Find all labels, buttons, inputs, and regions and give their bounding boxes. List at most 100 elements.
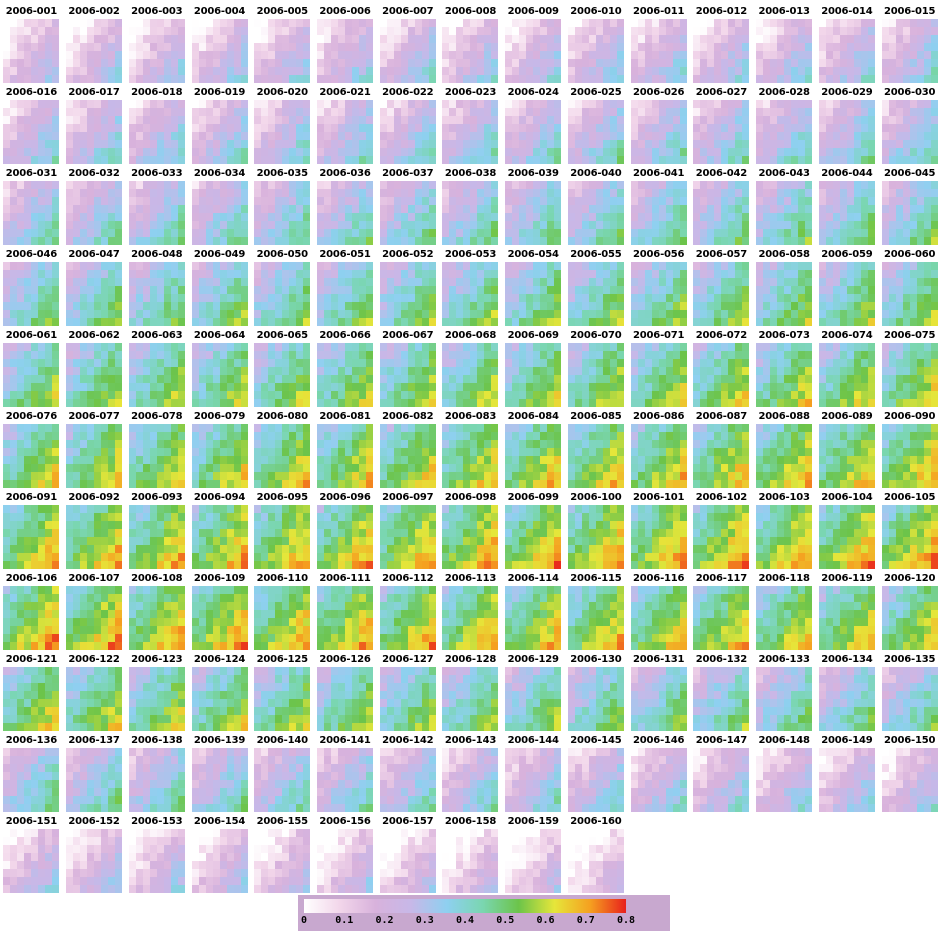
map-pixel <box>386 310 395 319</box>
map-pixel <box>296 351 304 360</box>
map-pixel <box>17 399 25 407</box>
map-pixel <box>470 43 478 52</box>
map-pixel <box>149 181 158 190</box>
map-pixel <box>87 108 95 117</box>
map-pixel <box>226 100 234 109</box>
map-pixel <box>895 367 903 376</box>
map-pixel <box>853 197 862 206</box>
map-pixel <box>24 197 32 206</box>
map-pixel <box>533 399 541 407</box>
map-pixel <box>881 302 889 311</box>
map-pixel <box>818 221 827 230</box>
map-pixel <box>128 19 137 28</box>
map-pixel <box>191 197 199 206</box>
map-pixel <box>644 124 652 133</box>
map-pixel <box>665 27 673 36</box>
map-pixel <box>324 221 332 230</box>
map-pixel <box>379 302 388 311</box>
map-pixel <box>52 237 60 245</box>
map-pixel <box>540 100 548 109</box>
map-pixel <box>895 156 903 164</box>
map-pixel <box>442 383 450 392</box>
map-pixel <box>595 294 604 303</box>
map-pixel <box>784 100 792 109</box>
map-pixel <box>463 229 471 238</box>
map-pixel <box>644 294 652 303</box>
panel-map <box>191 181 248 245</box>
map-pixel <box>505 294 513 303</box>
map-pixel <box>359 35 367 44</box>
map-pixel <box>442 205 450 214</box>
map-pixel <box>630 148 638 157</box>
map-pixel <box>909 19 917 28</box>
map-pixel <box>463 294 471 303</box>
map-pixel <box>735 156 743 164</box>
map-pixel <box>379 116 388 125</box>
map-pixel <box>149 19 158 28</box>
map-pixel <box>770 75 778 83</box>
map-pixel <box>149 294 158 303</box>
map-pixel <box>547 262 555 271</box>
map-pixel <box>212 237 220 245</box>
map-pixel <box>895 140 903 149</box>
map-pixel <box>205 197 213 206</box>
panel-cell: 2006-050 <box>251 249 314 326</box>
map-pixel <box>930 35 938 44</box>
map-pixel <box>463 278 471 287</box>
map-pixel <box>163 181 172 190</box>
map-pixel <box>254 375 262 384</box>
map-pixel <box>393 197 402 206</box>
map-pixel <box>233 391 241 400</box>
map-pixel <box>407 399 416 407</box>
map-pixel <box>233 67 241 76</box>
map-pixel <box>156 27 165 36</box>
map-pixel <box>108 197 116 206</box>
map-pixel <box>644 229 652 238</box>
map-pixel <box>268 294 276 303</box>
map-pixel <box>463 116 471 125</box>
map-pixel <box>470 213 478 222</box>
map-pixel <box>338 156 346 164</box>
map-pixel <box>763 359 771 368</box>
map-pixel <box>805 367 813 376</box>
map-pixel <box>393 67 402 76</box>
map-pixel <box>87 35 95 44</box>
map-pixel <box>205 213 213 222</box>
map-pixel <box>547 310 555 319</box>
map-pixel <box>595 189 604 198</box>
map-pixel <box>763 351 771 360</box>
map-pixel <box>763 310 771 319</box>
map-pixel <box>303 278 311 287</box>
map-pixel <box>233 124 241 133</box>
map-pixel <box>484 359 492 368</box>
map-pixel <box>3 27 11 36</box>
map-pixel <box>191 237 199 245</box>
map-pixel <box>233 43 241 52</box>
map-pixel <box>777 124 785 133</box>
map-pixel <box>226 148 234 157</box>
map-pixel <box>101 302 109 311</box>
map-pixel <box>414 318 423 326</box>
map-pixel <box>888 262 896 271</box>
panel-cell: 2006-007 <box>376 6 439 83</box>
panel-cell: 2006-056 <box>627 249 690 326</box>
map-pixel <box>66 286 74 295</box>
map-pixel <box>421 51 430 60</box>
map-pixel <box>637 43 645 52</box>
map-pixel <box>533 19 541 28</box>
map-pixel <box>512 35 520 44</box>
map-pixel <box>177 27 185 36</box>
map-pixel <box>547 205 555 214</box>
map-pixel <box>735 383 743 392</box>
map-pixel <box>714 100 722 109</box>
panel-cell: 2006-059 <box>816 249 879 326</box>
map-pixel <box>17 229 25 238</box>
map-pixel <box>805 189 813 198</box>
map-pixel <box>275 359 283 368</box>
map-pixel <box>707 318 715 326</box>
map-pixel <box>770 205 778 214</box>
map-pixel <box>574 108 583 117</box>
map-pixel <box>38 100 46 109</box>
map-pixel <box>484 67 492 76</box>
map-pixel <box>756 116 764 125</box>
